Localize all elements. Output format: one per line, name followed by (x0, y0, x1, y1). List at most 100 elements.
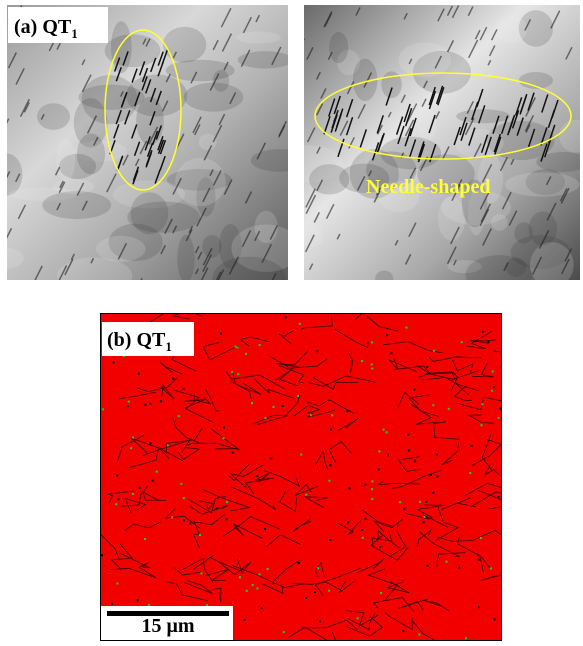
texture-mark (408, 449, 410, 451)
texture-mark (413, 389, 415, 391)
texture-mark (491, 214, 508, 231)
texture-mark (438, 196, 465, 240)
texture-mark (264, 528, 266, 530)
texture-mark (478, 559, 480, 561)
texture-mark (316, 350, 318, 352)
texture-mark (346, 410, 348, 412)
texture-mark (225, 518, 227, 520)
texture-mark (137, 599, 139, 601)
texture-mark (272, 406, 274, 408)
texture-mark (167, 444, 169, 446)
texture-mark (480, 537, 482, 539)
texture-mark (237, 373, 239, 375)
texture-mark (239, 576, 241, 578)
texture-mark (148, 604, 150, 606)
label-subscript: 1 (71, 26, 78, 41)
texture-mark (183, 519, 185, 521)
texture-mark (379, 546, 381, 548)
texture-mark (117, 498, 119, 500)
texture-mark (144, 404, 146, 406)
texture-mark (332, 303, 347, 315)
texture-mark (314, 591, 316, 593)
texture-mark (427, 565, 429, 567)
texture-mark (437, 475, 439, 477)
texture-mark (448, 408, 450, 410)
texture-mark (505, 172, 580, 196)
texture-mark (371, 363, 373, 365)
texture-mark (310, 414, 312, 416)
texture-mark (251, 402, 253, 404)
panel-label: (a) QT1 (14, 16, 78, 41)
texture-mark (172, 378, 174, 380)
texture-mark (305, 494, 307, 496)
texture-mark (371, 368, 373, 370)
texture-mark (283, 631, 285, 633)
texture-mark (498, 417, 500, 419)
texture-mark (403, 508, 405, 510)
texture-mark (183, 497, 185, 499)
texture-mark (56, 139, 75, 182)
texture-mark (399, 501, 401, 503)
texture-mark (180, 483, 182, 485)
texture-mark (101, 554, 103, 556)
texture-mark (422, 521, 424, 523)
texture-mark (259, 344, 261, 346)
texture-mark (238, 51, 293, 68)
texture-mark (189, 522, 191, 524)
texture-mark (436, 454, 438, 456)
texture-mark (488, 340, 490, 342)
texture-mark (235, 346, 237, 348)
texture-mark (375, 271, 393, 287)
texture-mark (492, 370, 494, 372)
texture-mark (223, 427, 225, 429)
texture-mark (300, 454, 302, 456)
texture-mark (270, 457, 272, 459)
texture-mark (330, 428, 332, 430)
texture-mark (331, 414, 333, 416)
label-text: (b) QT (107, 329, 166, 351)
texture-mark (364, 518, 366, 520)
texture-mark (469, 472, 471, 474)
texture-mark (113, 361, 115, 363)
texture-mark (132, 437, 134, 439)
texture-mark (478, 606, 480, 608)
texture-mark (252, 584, 254, 586)
texture-mark (491, 390, 493, 392)
texture-mark (461, 341, 463, 343)
texture-mark (371, 488, 373, 490)
texture-mark (319, 620, 321, 622)
texture-mark (386, 431, 388, 433)
texture-mark (299, 323, 301, 325)
scale-bar-label: 15 μm (142, 615, 195, 637)
texture-mark (212, 257, 285, 300)
texture-mark (138, 487, 140, 489)
texture-mark (138, 373, 140, 375)
texture-mark (465, 637, 467, 639)
texture-mark (329, 539, 331, 541)
texture-mark (267, 568, 269, 570)
texture-mark (470, 445, 472, 447)
texture-mark (226, 501, 228, 503)
texture-mark (364, 484, 366, 486)
texture-mark (425, 501, 427, 503)
texture-mark (361, 529, 363, 531)
texture-mark (328, 480, 330, 482)
texture-mark (481, 403, 483, 405)
texture-mark (493, 386, 495, 388)
annotation: Needle-shaped (366, 176, 490, 198)
texture-mark (163, 27, 206, 63)
texture-mark (182, 388, 184, 390)
label-subscript: 1 (165, 339, 172, 354)
texture-mark (220, 333, 222, 335)
texture-mark (144, 538, 146, 540)
texture-mark (222, 437, 224, 439)
texture-mark (131, 192, 169, 234)
texture-mark (132, 493, 134, 495)
texture-mark (251, 149, 308, 172)
texture-mark (130, 447, 132, 449)
texture-mark (37, 103, 70, 130)
texture-mark (317, 567, 319, 569)
texture-mark (371, 498, 373, 500)
texture-mark (184, 83, 244, 112)
texture-mark (237, 347, 239, 349)
